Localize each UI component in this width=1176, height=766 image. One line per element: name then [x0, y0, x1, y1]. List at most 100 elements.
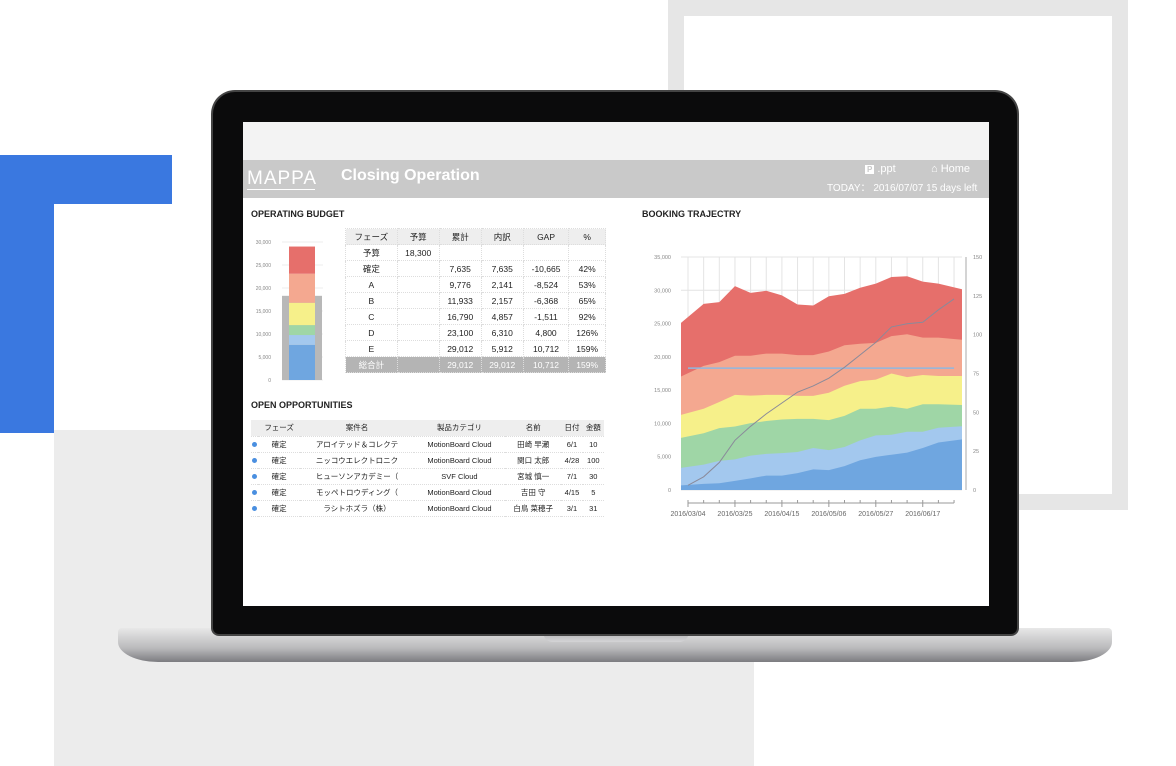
- logo-underline: [247, 189, 315, 190]
- column-header: 予算: [396, 228, 440, 245]
- table-cell: MotionBoard Cloud: [413, 500, 506, 517]
- table-row: E 29,012 5,912 10,712 159%: [345, 340, 606, 357]
- bar-segment[interactable]: [289, 302, 315, 326]
- table-cell: 42%: [568, 260, 606, 277]
- table-cell: 宮城 慎一: [505, 468, 562, 485]
- bar-axis-tick: 20,000: [256, 286, 272, 292]
- y2-tick-label: 125: [973, 294, 982, 300]
- bar-segment[interactable]: [289, 273, 315, 303]
- today-date: 2016/07/07: [873, 183, 924, 194]
- x-tick-label: 2016/03/04: [670, 511, 705, 518]
- area-series-0[interactable]: [681, 439, 962, 490]
- home-button[interactable]: ⌂ Home: [931, 163, 970, 175]
- table-cell: MotionBoard Cloud: [413, 484, 506, 501]
- total-row: 総合計 29,012 29,012 10,712 159%: [345, 356, 606, 373]
- table-cell: モッペトロウディング（: [300, 484, 414, 501]
- table-cell: [480, 244, 524, 261]
- x-tick-label: 2016/03/25: [717, 511, 752, 518]
- table-cell: 7,635: [480, 260, 524, 277]
- table-cell: ラシトホズラ（株）: [300, 500, 414, 517]
- x-tick-label: 2016/05/27: [858, 511, 893, 518]
- table-cell: 16,790: [438, 308, 482, 325]
- table-cell: 4,800: [522, 324, 570, 341]
- table-cell: 4/15: [561, 484, 583, 501]
- bar-segment[interactable]: [289, 335, 315, 345]
- y-tick-label: 20,000: [654, 355, 671, 361]
- y-tick-label: 30,000: [654, 288, 671, 294]
- table-cell: B: [345, 292, 398, 309]
- table-cell: 100: [582, 452, 604, 469]
- opportunity-row[interactable]: 確定 ラシトホズラ（株） MotionBoard Cloud 白鳥 菜穂子 3/1 31: [251, 500, 604, 517]
- status-dot-icon: [252, 489, 258, 495]
- table-cell: D: [345, 324, 398, 341]
- bar-axis-tick: 5,000: [258, 355, 271, 361]
- table-cell: 126%: [568, 324, 606, 341]
- table-cell: A: [345, 276, 398, 293]
- table-cell: アロイテッド＆コレクテ: [300, 436, 414, 453]
- table-cell: [396, 356, 440, 373]
- row-marker: [251, 468, 259, 485]
- table-cell: 30: [582, 468, 604, 485]
- bar-segment[interactable]: [289, 344, 315, 380]
- table-cell: 7/1: [561, 468, 583, 485]
- status-dot-icon: [252, 505, 258, 511]
- table-cell: 確定: [258, 500, 301, 517]
- opportunity-row[interactable]: 確定 ヒューソンアカデミー（ SVF Cloud 宮城 慎一 7/1 30: [251, 468, 604, 485]
- table-row: C 16,790 4,857 -1,511 92%: [345, 308, 606, 325]
- y2-tick-label: 25: [973, 449, 979, 455]
- home-label: Home: [940, 163, 971, 175]
- table-cell: 159%: [568, 340, 606, 357]
- y-tick-label: 5,000: [657, 455, 671, 461]
- table-cell: [568, 244, 606, 261]
- column-header: %: [568, 228, 606, 245]
- column-header: 製品カテゴリ: [413, 420, 506, 437]
- table-cell: 92%: [568, 308, 606, 325]
- row-marker: [251, 436, 259, 453]
- table-cell: [396, 276, 440, 293]
- table-cell: [396, 292, 440, 309]
- today-info: TODAY： 2016/07/07 15 days left: [827, 179, 977, 194]
- table-cell: 4/28: [561, 452, 583, 469]
- budget-stacked-bar: 0 5,000 10,000 15,000 20,000 25,000 30,000: [256, 240, 323, 384]
- opportunity-row[interactable]: 確定 モッペトロウディング（ MotionBoard Cloud 吉田 守 4/15 5: [251, 484, 604, 501]
- top-strip: [243, 122, 989, 160]
- table-cell: 4,857: [480, 308, 524, 325]
- table-cell: 3/1: [561, 500, 583, 517]
- y2-tick-label: 150: [973, 255, 982, 261]
- ppt-export-button[interactable]: P .ppt: [865, 163, 896, 175]
- bar-axis-tick: 25,000: [256, 263, 272, 269]
- logo[interactable]: MAPPA: [247, 168, 318, 189]
- count-line: [687, 298, 955, 486]
- laptop-screen: MAPPA Closing Operation P .ppt ⌂ Home TOD…: [243, 122, 989, 606]
- budget-table: フェーズ 予算 累計 内訳 GAP% 予算 18,300 確定 7,635 7,635 -10,66…: [345, 228, 606, 373]
- table-cell: 10,712: [522, 340, 570, 357]
- table-cell: 10: [582, 436, 604, 453]
- table-cell: 10,712: [522, 356, 570, 373]
- table-cell: 6/1: [561, 436, 583, 453]
- bar-segment[interactable]: [289, 246, 315, 274]
- table-cell: 確定: [258, 468, 301, 485]
- bar-segment[interactable]: [289, 325, 315, 336]
- table-cell: 5: [582, 484, 604, 501]
- opportunity-row[interactable]: 確定 ニッコウエレクトロニク MotionBoard Cloud 関口 太郎 4/28 1…: [251, 452, 604, 469]
- table-cell: 2,141: [480, 276, 524, 293]
- table-cell: 65%: [568, 292, 606, 309]
- opportunity-row[interactable]: 確定 アロイテッド＆コレクテ MotionBoard Cloud 田崎 早瀬 6/1 10: [251, 436, 604, 453]
- column-header: フェーズ: [258, 420, 301, 437]
- app-header: [243, 160, 989, 198]
- table-cell: 確定: [258, 452, 301, 469]
- days-left: 15 days left: [926, 183, 978, 194]
- row-marker: [251, 484, 259, 501]
- status-dot-icon: [252, 473, 258, 479]
- table-row: D 23,100 6,310 4,800 126%: [345, 324, 606, 341]
- column-header: 累計: [438, 228, 482, 245]
- table-cell: 確定: [345, 260, 398, 277]
- x-tick-label: 2016/04/15: [764, 511, 799, 518]
- table-cell: 11,933: [438, 292, 482, 309]
- y-tick-label: 25,000: [654, 322, 671, 328]
- y-tick-label: 0: [668, 488, 671, 494]
- today-label: TODAY：: [827, 183, 871, 194]
- y2-tick-label: 100: [973, 333, 982, 339]
- table-cell: 159%: [568, 356, 606, 373]
- status-dot-icon: [252, 441, 258, 447]
